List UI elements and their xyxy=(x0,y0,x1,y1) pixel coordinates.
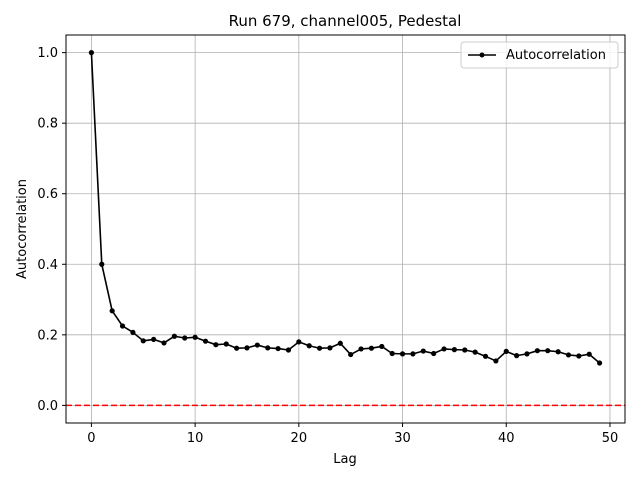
data-point-5 xyxy=(140,338,146,344)
x-tick-label-5: 50 xyxy=(602,431,619,446)
data-point-39 xyxy=(493,358,499,364)
series-autocorrelation xyxy=(88,50,603,366)
x-tick-label-3: 30 xyxy=(394,431,411,446)
series-line-0 xyxy=(90,52,601,364)
data-point-30 xyxy=(399,351,406,357)
data-point-6 xyxy=(151,336,157,343)
data-point-16 xyxy=(254,342,260,348)
legend-marker-swatch xyxy=(479,52,485,58)
data-point-21 xyxy=(306,343,312,349)
data-point-12 xyxy=(213,342,219,348)
data-point-35 xyxy=(451,347,457,353)
y-axis-ticks: 0.0 0.2 0.4 0.6 0.8 1.0 xyxy=(37,46,66,414)
data-point-26 xyxy=(358,346,364,352)
data-point-1 xyxy=(99,261,105,267)
legend-label: Autocorrelation xyxy=(506,48,606,63)
legend: Autocorrelation xyxy=(460,41,619,69)
data-point-40 xyxy=(503,348,509,354)
data-point-36 xyxy=(462,347,468,353)
data-point-4 xyxy=(130,329,136,335)
data-point-29 xyxy=(389,350,395,357)
data-point-33 xyxy=(431,350,437,357)
data-point-3 xyxy=(119,323,126,329)
x-axis-label: Lag xyxy=(333,452,356,467)
data-point-46 xyxy=(565,352,572,358)
data-point-8 xyxy=(171,333,177,339)
x-tick-label-1: 10 xyxy=(187,431,204,446)
data-point-23 xyxy=(327,345,333,351)
data-point-14 xyxy=(234,345,240,351)
data-point-47 xyxy=(576,353,582,359)
data-point-17 xyxy=(265,345,271,351)
data-point-32 xyxy=(420,348,426,354)
data-point-44 xyxy=(545,348,551,354)
data-point-38 xyxy=(482,353,489,359)
data-point-34 xyxy=(441,346,447,352)
data-point-48 xyxy=(586,351,592,357)
data-point-25 xyxy=(348,351,354,358)
data-point-2 xyxy=(109,308,115,314)
data-point-0 xyxy=(88,50,95,56)
y-tick-label-2: 0.4 xyxy=(37,258,58,273)
data-point-11 xyxy=(202,338,209,344)
data-point-22 xyxy=(316,345,323,351)
y-tick-label-0: 0.0 xyxy=(37,399,58,414)
plot-frame xyxy=(65,34,626,424)
y-axis-label: Autocorrelation xyxy=(15,179,30,279)
data-point-18 xyxy=(275,345,281,352)
data-point-45 xyxy=(555,349,561,355)
x-tick-label-4: 40 xyxy=(498,431,515,446)
data-point-15 xyxy=(244,345,250,351)
data-point-7 xyxy=(161,340,167,346)
data-point-19 xyxy=(285,347,292,353)
data-point-31 xyxy=(410,351,416,357)
y-tick-label-5: 1.0 xyxy=(37,46,58,61)
data-point-9 xyxy=(182,335,188,341)
y-tick-label-4: 0.8 xyxy=(37,117,58,132)
chart-title: Run 679, channel005, Pedestal xyxy=(229,12,462,30)
data-point-28 xyxy=(379,343,385,350)
x-tick-label-0: 0 xyxy=(87,431,95,446)
data-point-20 xyxy=(296,339,302,345)
data-point-10 xyxy=(192,334,198,340)
data-point-42 xyxy=(524,351,530,357)
data-point-37 xyxy=(472,349,478,355)
x-axis-ticks: 0 10 20 30 40 50 xyxy=(87,423,618,446)
data-point-27 xyxy=(368,345,375,351)
y-tick-label-3: 0.6 xyxy=(37,187,58,202)
legend-box xyxy=(460,41,619,69)
grid-lines xyxy=(66,35,625,423)
data-point-43 xyxy=(534,348,540,354)
data-point-49 xyxy=(596,360,603,366)
x-tick-label-2: 20 xyxy=(291,431,308,446)
data-point-13 xyxy=(223,341,229,347)
y-tick-label-1: 0.2 xyxy=(37,328,58,343)
data-point-24 xyxy=(337,340,343,346)
data-point-41 xyxy=(514,353,520,359)
